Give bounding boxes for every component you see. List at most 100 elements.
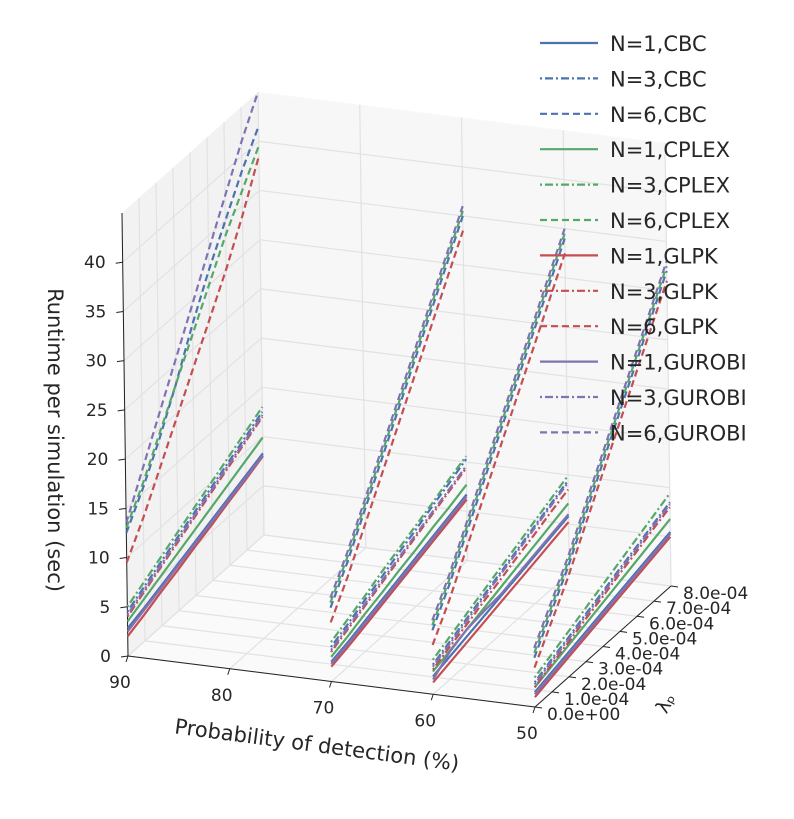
x-tick-label: 80 [211, 686, 233, 706]
y-tick-label: 4.0e-04 [615, 645, 680, 665]
legend-entry: N=1,CBC [610, 32, 707, 56]
tick-mark [119, 557, 127, 560]
legend-entry: N=6,GLPK [610, 315, 719, 339]
grid-line [178, 610, 587, 663]
grid-line [123, 239, 261, 362]
tick-mark [118, 507, 127, 510]
series-line [533, 531, 672, 693]
series-line [533, 501, 671, 684]
series-line [533, 533, 672, 695]
tick-mark [619, 630, 628, 633]
grid-line [460, 117, 469, 561]
series-line [533, 518, 671, 688]
series-line [126, 406, 264, 608]
series-line [533, 270, 668, 659]
series-line [431, 475, 569, 661]
y-tick-label: 5.0e-04 [632, 629, 697, 649]
z-tick-label: 5 [100, 598, 111, 618]
tick-mark [670, 585, 679, 588]
y-tick-label: 1.0e-04 [564, 690, 629, 710]
grid-line [122, 189, 260, 312]
grid-line [126, 436, 264, 559]
z-tick-label: 35 [85, 302, 107, 322]
series-line [533, 506, 671, 688]
tick-mark [227, 668, 231, 675]
legend-entry: N=6,GUROBI [610, 421, 747, 445]
y-tick-label: 7.0e-04 [666, 599, 731, 619]
series-line [431, 252, 566, 646]
grid-line [261, 386, 670, 439]
tick-mark [120, 655, 129, 658]
x-tick-label: 60 [414, 711, 436, 731]
tick-mark [118, 458, 126, 461]
grid-line [229, 564, 638, 617]
grid-line [257, 91, 265, 536]
series-line [533, 503, 671, 686]
series-line [125, 145, 260, 529]
legend-entry: N=1,GLPK [610, 244, 719, 268]
series-line [330, 455, 467, 643]
grid-line [138, 197, 146, 641]
x-tick-label: 90 [109, 673, 131, 693]
series-line [534, 536, 672, 698]
series-line [432, 480, 569, 666]
tick-mark [636, 615, 645, 618]
grid-line [127, 534, 265, 657]
y-tick-label: 8.0e-04 [683, 584, 748, 604]
grid-line [161, 625, 570, 678]
series-line [330, 467, 468, 653]
legend-entry: N=1,CPLEX [610, 138, 730, 162]
grid-line [259, 239, 668, 292]
legend-entry: N=3,GUROBI [610, 386, 747, 410]
series-line [329, 205, 464, 599]
grid-line [195, 594, 604, 648]
tick-labels: 90807060500.0e+001.0e-042.0e-043.0e-044.… [84, 253, 748, 744]
series-line [432, 515, 570, 678]
z-tick-label: 10 [88, 549, 110, 569]
tick-mark [551, 691, 560, 694]
series-line [330, 458, 467, 648]
series-line [126, 454, 264, 633]
series-line [329, 230, 465, 623]
series-line [125, 91, 260, 524]
grid-line [155, 182, 163, 626]
tick-mark [534, 706, 543, 709]
series-line [126, 452, 264, 630]
series-line [126, 436, 264, 623]
tick-mark [116, 360, 125, 363]
series-line [330, 495, 468, 665]
grid-line [125, 386, 263, 509]
series-line [533, 280, 668, 668]
legend: N=1,CBC N=3,CBC N=6,CBC N=1,CPLEX N=3,CPLEX N… [540, 32, 747, 445]
z-tick-label: 40 [84, 253, 106, 273]
series-line [432, 488, 569, 671]
grid-line [124, 337, 262, 460]
legend-entry: N=6,CBC [610, 103, 707, 127]
series-line [126, 455, 264, 637]
grid-line [261, 337, 669, 390]
tick-mark [125, 655, 129, 663]
series-line [431, 238, 566, 631]
z-tick-label: 30 [85, 352, 107, 372]
grid-line [263, 534, 672, 587]
tick-mark [653, 600, 662, 603]
grid-line [562, 130, 570, 574]
y-tick-label: 2.0e-04 [581, 675, 646, 695]
tick-mark [430, 694, 434, 701]
series-line [432, 482, 569, 668]
series-line [330, 498, 468, 668]
grid-line [263, 485, 671, 538]
tick-mark [117, 409, 125, 412]
z-tick-label: 15 [87, 499, 109, 519]
y-tick-label: 6.0e-04 [649, 614, 714, 634]
series-line [125, 155, 260, 563]
tick-mark [532, 706, 536, 714]
series-line [329, 210, 464, 604]
series-line [330, 465, 468, 651]
tick-mark [120, 606, 128, 609]
series-line [432, 521, 570, 684]
z-axis-title: Runtime per simulation (sec) [43, 288, 67, 592]
y-axis-title: λₚ [651, 689, 680, 716]
legend-entry: N=1,GUROBI [610, 351, 747, 375]
